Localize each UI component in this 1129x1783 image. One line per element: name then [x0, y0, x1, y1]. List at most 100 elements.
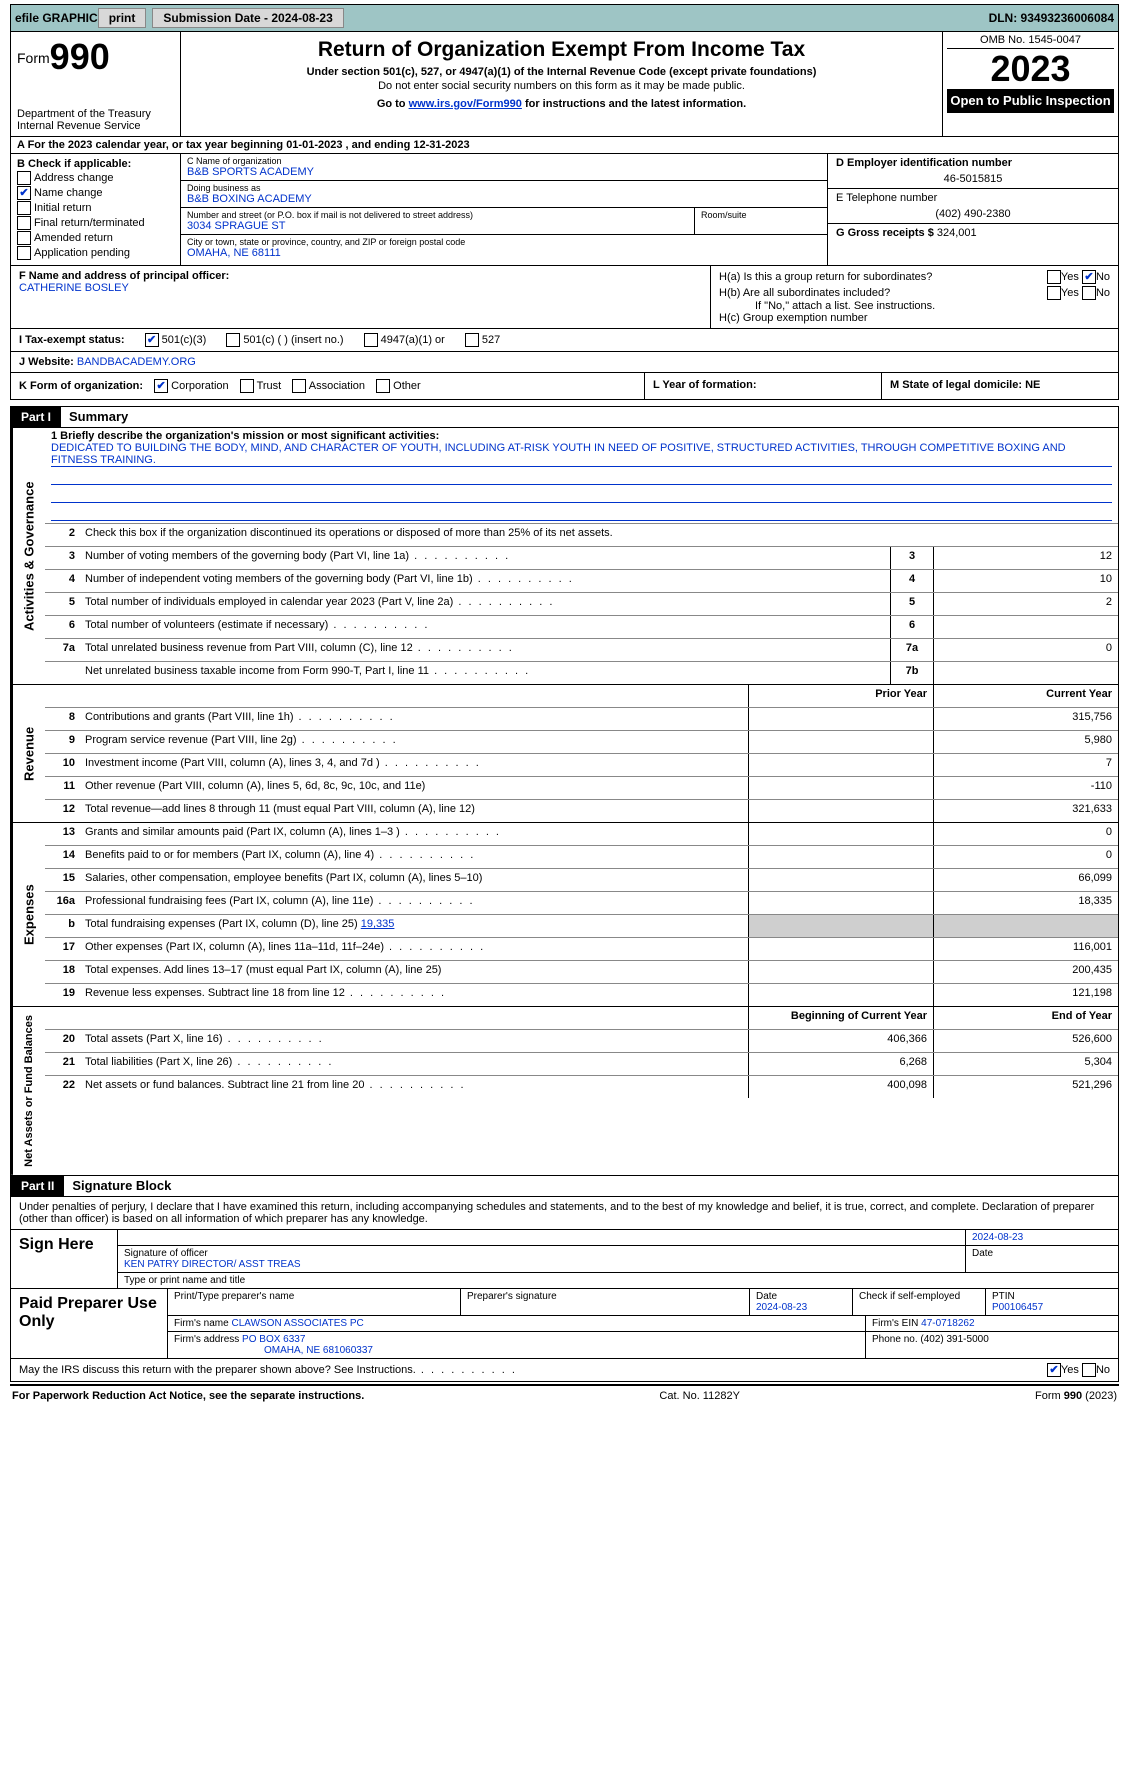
- row-klm: K Form of organization: ✔ Corporation Tr…: [10, 372, 1119, 400]
- website: BANDBACADEMY.ORG: [77, 356, 196, 368]
- header-right: OMB No. 1545-0047 2023 Open to Public In…: [943, 32, 1118, 136]
- 4947-check[interactable]: [364, 333, 378, 347]
- ha-yes[interactable]: [1047, 270, 1061, 284]
- v15: 66,099: [933, 869, 1118, 891]
- part2-header: Part II Signature Block: [10, 1176, 1119, 1197]
- state-domicile: M State of legal domicile: NE: [882, 373, 1118, 399]
- print-button[interactable]: print: [98, 8, 147, 28]
- box-b: B Check if applicable: Address change ✔N…: [11, 154, 181, 265]
- page-footer: For Paperwork Reduction Act Notice, see …: [10, 1384, 1119, 1406]
- section-governance: Activities & Governance 1 Briefly descri…: [10, 428, 1119, 685]
- e22: 521,296: [933, 1076, 1118, 1098]
- dba-name: B&B BOXING ACADEMY: [187, 193, 821, 205]
- firm-phone: (402) 391-5000: [920, 1334, 988, 1345]
- ptin: P00106457: [992, 1302, 1043, 1313]
- v7b: [934, 662, 1118, 684]
- b20: 406,366: [748, 1030, 933, 1052]
- street: 3034 SPRAGUE ST: [187, 220, 688, 232]
- header-mid: Return of Organization Exempt From Incom…: [181, 32, 943, 136]
- discuss-no[interactable]: [1082, 1363, 1096, 1377]
- v11: -110: [933, 777, 1118, 799]
- subtitle-2: Do not enter social security numbers on …: [189, 80, 934, 92]
- v4: 10: [934, 570, 1118, 592]
- irs-label: Internal Revenue Service: [17, 120, 174, 132]
- v16b: 19,335: [361, 918, 395, 930]
- e21: 5,304: [933, 1053, 1118, 1075]
- row-a: A For the 2023 calendar year, or tax yea…: [10, 137, 1119, 154]
- row-j: J Website: BANDBACADEMY.ORG: [10, 351, 1119, 372]
- v7a: 0: [934, 639, 1118, 661]
- row-fh: F Name and address of principal officer:…: [10, 265, 1119, 328]
- discuss-yes[interactable]: ✔: [1047, 1363, 1061, 1377]
- 501c3-check[interactable]: ✔: [145, 333, 159, 347]
- assoc-check[interactable]: [292, 379, 306, 393]
- v6: [934, 616, 1118, 638]
- omb-number: OMB No. 1545-0047: [947, 34, 1114, 49]
- form-number: 990: [50, 36, 110, 77]
- section-revenue: Revenue Prior Year Current Year 8Contrib…: [10, 685, 1119, 823]
- form-container: efile GRAPHIC print Submission Date - 20…: [0, 0, 1129, 1416]
- sig-officer: KEN PATRY DIRECTOR/ ASST TREAS: [124, 1259, 959, 1270]
- v14: 0: [933, 846, 1118, 868]
- mission-block: 1 Briefly describe the organization's mi…: [45, 428, 1118, 523]
- part1-header: Part I Summary: [10, 406, 1119, 428]
- pending-check[interactable]: [17, 246, 31, 260]
- row-i: I Tax-exempt status: ✔ 501(c)(3) 501(c) …: [10, 328, 1119, 351]
- form-title: Return of Organization Exempt From Incom…: [189, 38, 934, 62]
- initial-return-check[interactable]: [17, 201, 31, 215]
- 501c-check[interactable]: [226, 333, 240, 347]
- block-bc: B Check if applicable: Address change ✔N…: [10, 154, 1119, 265]
- efile-label: efile GRAPHIC: [15, 11, 98, 25]
- b21: 6,268: [748, 1053, 933, 1075]
- ein: 46-5015815: [836, 173, 1110, 185]
- amended-check[interactable]: [17, 231, 31, 245]
- other-check[interactable]: [376, 379, 390, 393]
- e20: 526,600: [933, 1030, 1118, 1052]
- final-return-check[interactable]: [17, 216, 31, 230]
- trust-check[interactable]: [240, 379, 254, 393]
- phone: (402) 490-2380: [836, 208, 1110, 220]
- form-label: Form: [17, 50, 50, 66]
- header-left: Form990 Department of the Treasury Inter…: [11, 32, 181, 136]
- tax-year: 2023: [947, 49, 1114, 89]
- dln-label: DLN: 93493236006084: [989, 11, 1114, 25]
- mission-text: DEDICATED TO BUILDING THE BODY, MIND, AN…: [51, 442, 1112, 467]
- hb-yes[interactable]: [1047, 286, 1061, 300]
- addr-change-check[interactable]: [17, 171, 31, 185]
- irs-link[interactable]: www.irs.gov/Form990: [409, 98, 522, 110]
- ha-no[interactable]: ✔: [1082, 270, 1096, 284]
- name-change-check[interactable]: ✔: [17, 186, 31, 200]
- v18: 200,435: [933, 961, 1118, 983]
- v16a: 18,335: [933, 892, 1118, 914]
- subtitle-1: Under section 501(c), 527, or 4947(a)(1)…: [189, 66, 934, 78]
- officer-name: CATHERINE BOSLEY: [19, 282, 702, 294]
- year-formation: L Year of formation:: [645, 373, 882, 399]
- hb-no[interactable]: [1082, 286, 1096, 300]
- v10: 7: [933, 754, 1118, 776]
- v17: 116,001: [933, 938, 1118, 960]
- corp-check[interactable]: ✔: [154, 379, 168, 393]
- section-net-assets: Net Assets or Fund Balances Beginning of…: [10, 1007, 1119, 1176]
- box-c: C Name of organization B&B SPORTS ACADEM…: [181, 154, 828, 265]
- v3: 12: [934, 547, 1118, 569]
- firm-ein: 47-0718262: [921, 1318, 974, 1329]
- submission-date: Submission Date - 2024-08-23: [152, 8, 343, 28]
- form-header: Form990 Department of the Treasury Inter…: [10, 32, 1119, 137]
- firm-name: CLAWSON ASSOCIATES PC: [231, 1318, 363, 1329]
- 527-check[interactable]: [465, 333, 479, 347]
- top-bar: efile GRAPHIC print Submission Date - 20…: [10, 4, 1119, 32]
- v19: 121,198: [933, 984, 1118, 1006]
- v12: 321,633: [933, 800, 1118, 822]
- b22: 400,098: [748, 1076, 933, 1098]
- section-expenses: Expenses 13Grants and similar amounts pa…: [10, 823, 1119, 1007]
- box-de: D Employer identification number 46-5015…: [828, 154, 1118, 265]
- city-zip: OMAHA, NE 68111: [187, 247, 821, 259]
- org-name: B&B SPORTS ACADEMY: [187, 166, 821, 178]
- v13: 0: [933, 823, 1118, 845]
- box-b-label: B Check if applicable:: [17, 158, 174, 170]
- goto-pre: Go to: [377, 98, 409, 110]
- goto-post: for instructions and the latest informat…: [522, 98, 746, 110]
- v8: 315,756: [933, 708, 1118, 730]
- open-public: Open to Public Inspection: [947, 89, 1114, 113]
- dept-label: Department of the Treasury: [17, 108, 174, 120]
